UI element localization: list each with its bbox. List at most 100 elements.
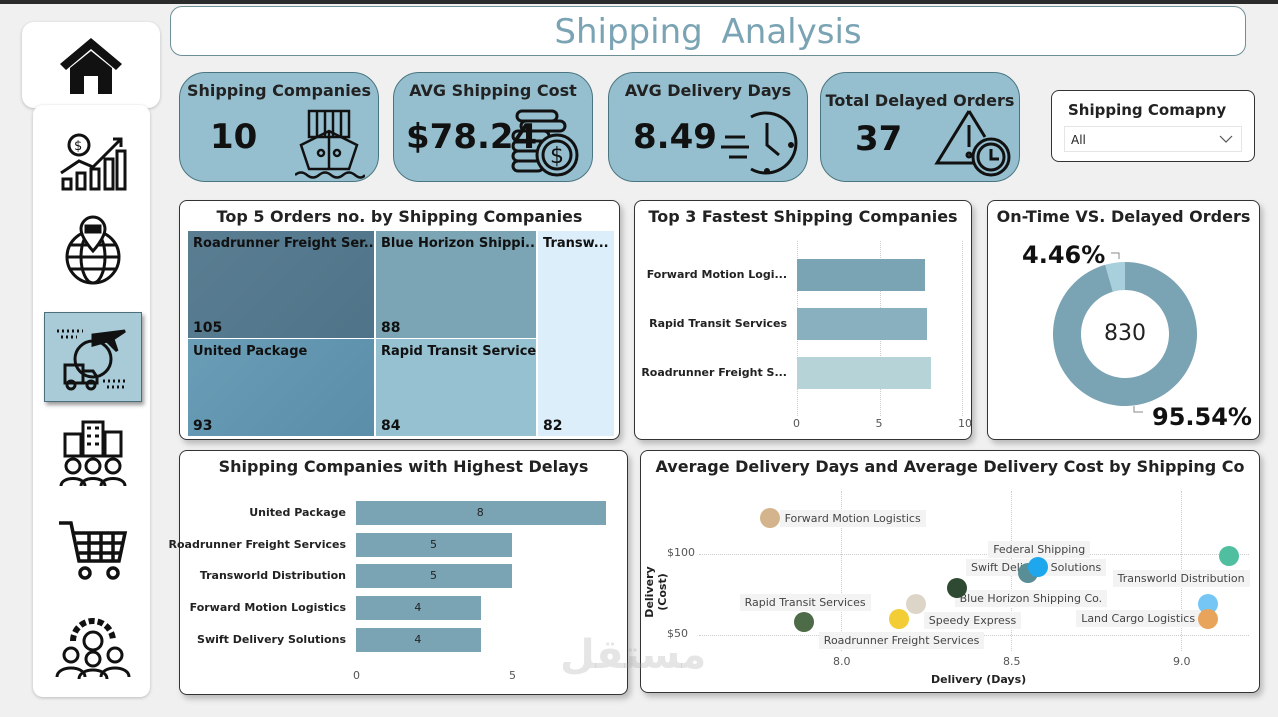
x-tick-label: 0 — [353, 669, 360, 682]
dropdown-value: All — [1071, 133, 1086, 147]
kpi-avg-delivery-days: AVG Delivery Days 8.49 — [608, 72, 808, 182]
cell-label: Roadrunner Freight Ser... — [193, 236, 374, 251]
kpi-label: AVG Shipping Cost — [409, 81, 577, 100]
slicer-label: Shipping Comapny — [1068, 101, 1227, 119]
bar-label: Swift Delivery Solutions — [197, 632, 346, 646]
scatter-point[interactable] — [905, 594, 926, 615]
kpi-label: AVG Delivery Days — [624, 81, 792, 100]
gridline — [841, 491, 842, 651]
sidebar-nav: $ — [33, 105, 150, 697]
chart-title: Average Delivery Days and Average Delive… — [655, 457, 1245, 476]
x-tick-label: 8.0 — [833, 655, 851, 668]
point-label: Roadrunner Freight Services — [818, 631, 985, 649]
scatter-point[interactable] — [946, 578, 967, 599]
bar-chart-highest-delays: Shipping Companies with Highest Delays 0… — [169, 450, 628, 695]
donut-svg — [1053, 252, 1197, 413]
kpi-label: Total Delayed Orders — [825, 91, 1015, 110]
bar[interactable] — [356, 501, 606, 525]
nav-buildings-customers[interactable] — [44, 408, 142, 498]
x-tick-label: 10 — [958, 417, 972, 430]
cell-label: Rapid Transit Services — [381, 344, 536, 359]
page-title: Shipping Analysis — [170, 6, 1246, 56]
cell-value: 88 — [381, 320, 401, 336]
kpi-value: 8.49 — [633, 117, 717, 157]
point-label: Blue Horizon Shipping Co. — [954, 590, 1108, 608]
window-top-bar — [0, 0, 1278, 4]
point-label: Federal Shipping — [988, 540, 1091, 558]
bar[interactable] — [356, 596, 481, 621]
leader-line — [1111, 252, 1120, 259]
team-gear-icon — [55, 618, 131, 680]
point-label: Transworld Distribution — [1112, 569, 1250, 587]
scatter-point[interactable] — [1028, 556, 1049, 577]
x-tick-label: 9.0 — [1173, 655, 1191, 668]
warning-clock-icon — [934, 110, 1011, 177]
bar[interactable] — [356, 627, 481, 652]
bar-data-label: 4 — [414, 601, 422, 615]
bar-label: Rapid Transit Services — [649, 317, 787, 330]
leader-line — [1133, 406, 1143, 413]
scatter-point[interactable] — [888, 608, 909, 629]
chart-title: Top 3 Fastest Shipping Companies — [648, 207, 958, 226]
bar-data-label: 4 — [414, 632, 422, 646]
coins-dollar-icon: $ — [511, 109, 579, 177]
treemap-top5-orders: Top 5 Orders no. by Shipping Companies R… — [179, 200, 620, 440]
treemap-cell[interactable]: Rapid Transit Services 84 — [376, 339, 536, 436]
delayed-pct-label: 4.46% — [1022, 241, 1106, 269]
nav-shopping-cart[interactable] — [44, 505, 142, 595]
shopping-cart-icon — [59, 521, 128, 580]
on-time-pct-label: 95.54% — [1152, 403, 1252, 431]
scatter-point[interactable] — [793, 612, 814, 633]
bar-label: Forward Motion Logi... — [646, 268, 787, 281]
bar-label: Roadrunner Freight Services — [168, 537, 347, 551]
donut-slice[interactable] — [1105, 262, 1125, 292]
chevron-down-icon — [1219, 135, 1233, 143]
kpi-avg-shipping-cost: AVG Shipping Cost $78.24 $ — [393, 72, 593, 182]
point-label: Rapid Transit Services — [739, 594, 871, 612]
kpi-value: 37 — [855, 119, 903, 159]
donut-center-total: 830 — [1104, 321, 1146, 346]
bar[interactable] — [797, 357, 931, 389]
y-tick-label: $50 — [667, 627, 688, 640]
scatter-point[interactable] — [1218, 545, 1239, 566]
bar-label: Forward Motion Logistics — [189, 601, 346, 615]
x-tick-label: 0 — [793, 417, 800, 430]
kpi-value: 10 — [210, 117, 258, 157]
bar-data-label: 8 — [476, 506, 484, 519]
scatter-point[interactable] — [1198, 608, 1219, 629]
donut-on-time-vs-delayed: On-Time VS. Delayed Orders 4.46% 95.54% … — [987, 200, 1260, 440]
chart-title: Top 5 Orders no. by Shipping Companies — [216, 207, 583, 226]
cell-value: 105 — [193, 320, 223, 336]
bar-label: United Package — [249, 506, 346, 519]
treemap-cell[interactable]: Roadrunner Freight Ser... 105 — [188, 231, 374, 338]
y-tick-label: $100 — [667, 546, 695, 559]
nav-logistics[interactable] — [44, 312, 142, 402]
gridline — [962, 241, 963, 416]
sales-growth-icon: $ — [60, 133, 127, 191]
bar-label: Roadrunner Freight S... — [641, 366, 787, 379]
bar-data-label: 5 — [430, 569, 437, 583]
shipping-company-slicer: Shipping Comapny All — [1051, 90, 1255, 162]
cargo-ship-icon — [295, 109, 365, 179]
bar[interactable] — [797, 308, 927, 340]
scatter-point[interactable] — [759, 508, 780, 529]
chart-title: On-Time VS. Delayed Orders — [996, 207, 1251, 226]
treemap-cell[interactable]: United Package 93 — [188, 339, 374, 436]
bar[interactable] — [356, 532, 512, 557]
cell-label: Blue Horizon Shippi... — [381, 236, 536, 251]
cell-value: 82 — [543, 418, 563, 434]
cell-value: 93 — [193, 418, 213, 434]
donut-slice[interactable] — [1053, 262, 1197, 406]
cell-value: 84 — [381, 418, 401, 434]
bar[interactable] — [797, 259, 926, 291]
nav-team-gear[interactable] — [44, 601, 142, 691]
treemap-cell[interactable]: Blue Horizon Shippi... 88 — [376, 231, 536, 338]
treemap-cell[interactable]: Transw... 82 — [538, 231, 614, 436]
fast-clock-icon — [721, 111, 798, 175]
shipping-company-dropdown[interactable]: All — [1064, 126, 1242, 152]
bar[interactable] — [356, 564, 512, 589]
nav-global-location[interactable] — [44, 205, 142, 295]
kpi-total-delayed-orders: Total Delayed Orders 37 — [820, 72, 1020, 182]
home-button[interactable] — [22, 22, 160, 108]
nav-sales-growth[interactable]: $ — [44, 115, 142, 205]
